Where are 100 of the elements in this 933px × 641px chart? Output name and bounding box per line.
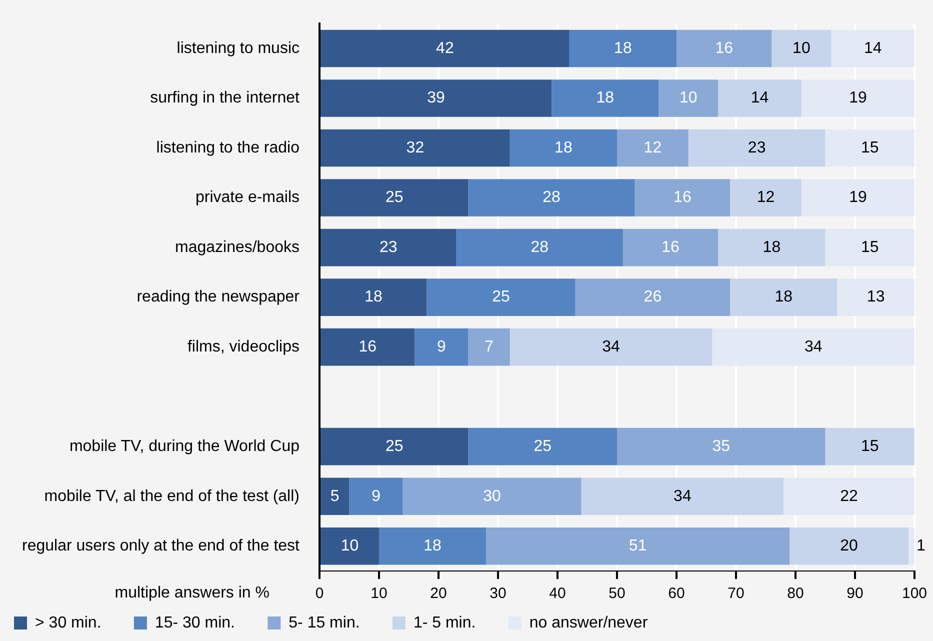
x-tick-label: 50 bbox=[608, 585, 626, 602]
data-label: 16 bbox=[674, 189, 692, 206]
data-label: 14 bbox=[750, 90, 769, 107]
bar bbox=[320, 179, 468, 216]
y-tick-label: mobile TV, al the end of the test (all) bbox=[44, 488, 300, 505]
bar bbox=[320, 30, 570, 68]
data-label: 30 bbox=[483, 488, 502, 505]
data-label: 12 bbox=[644, 139, 662, 156]
data-label: 9 bbox=[372, 488, 381, 505]
data-label: 18 bbox=[774, 288, 793, 306]
data-label: 34 bbox=[804, 338, 822, 356]
data-label: 25 bbox=[385, 189, 404, 206]
data-label: 14 bbox=[864, 40, 882, 57]
bar bbox=[486, 527, 790, 565]
y-tick-label: private e-mails bbox=[195, 189, 300, 206]
x-tick-label: 90 bbox=[846, 585, 864, 602]
data-label: 13 bbox=[866, 288, 885, 306]
bar bbox=[616, 428, 826, 466]
bar bbox=[790, 527, 909, 565]
x-tick-label: 70 bbox=[728, 585, 744, 602]
data-label: 35 bbox=[712, 438, 730, 455]
x-tick-label: 60 bbox=[668, 585, 685, 602]
data-label: 18 bbox=[596, 90, 614, 107]
bar bbox=[426, 278, 576, 316]
bar bbox=[837, 278, 914, 316]
data-label: 22 bbox=[840, 488, 858, 505]
data-label: 1 bbox=[916, 538, 926, 555]
bar bbox=[688, 129, 826, 167]
bar bbox=[349, 478, 403, 516]
bar bbox=[320, 129, 510, 167]
y-tick-label: films, videoclips bbox=[187, 338, 300, 356]
data-label: 23 bbox=[380, 238, 398, 256]
bar bbox=[801, 179, 914, 216]
y-tick-label: listening to the radio bbox=[156, 139, 300, 156]
bar bbox=[468, 179, 635, 216]
data-label: 7 bbox=[484, 338, 494, 356]
y-tick-label: reading the newspaper bbox=[136, 288, 300, 306]
bar bbox=[320, 328, 415, 366]
bar bbox=[676, 30, 772, 68]
x-tick-label: 80 bbox=[787, 585, 804, 602]
bar bbox=[575, 278, 730, 316]
data-label: 25 bbox=[534, 438, 552, 455]
data-label: 18 bbox=[762, 238, 781, 256]
data-label: 25 bbox=[385, 438, 404, 455]
data-label: 26 bbox=[644, 288, 662, 306]
data-label: 23 bbox=[748, 139, 766, 156]
x-tick-label: 100 bbox=[902, 585, 927, 602]
data-label: 32 bbox=[406, 139, 424, 156]
bar bbox=[825, 129, 914, 167]
bar bbox=[569, 30, 676, 68]
data-label: 25 bbox=[492, 288, 510, 306]
data-label: 19 bbox=[849, 90, 867, 107]
data-label: 19 bbox=[849, 189, 867, 206]
y-tick-label: mobile TV, during the World Cup bbox=[69, 438, 300, 455]
bar bbox=[730, 278, 838, 316]
bar bbox=[468, 328, 510, 366]
bar bbox=[718, 80, 802, 117]
bar bbox=[831, 30, 914, 68]
data-label: 39 bbox=[427, 90, 446, 107]
bar bbox=[320, 527, 379, 565]
bar bbox=[320, 80, 552, 117]
data-label: 15 bbox=[860, 438, 879, 455]
data-label: 15 bbox=[860, 139, 879, 156]
bar bbox=[320, 278, 427, 316]
data-label: 16 bbox=[358, 338, 377, 356]
bar bbox=[468, 428, 617, 466]
bar bbox=[622, 228, 718, 266]
data-label: 5 bbox=[330, 488, 340, 505]
legend-label: 5- 15 min. bbox=[288, 614, 386, 632]
x-tick-label: 0 bbox=[315, 585, 324, 602]
bar bbox=[402, 478, 582, 516]
bar bbox=[634, 179, 730, 216]
bar bbox=[510, 129, 617, 167]
data-label: 28 bbox=[542, 189, 561, 206]
data-label: 34 bbox=[602, 338, 620, 356]
data-label: 10 bbox=[679, 90, 698, 107]
data-label: 15 bbox=[860, 238, 879, 256]
bar bbox=[908, 527, 914, 565]
data-label: 10 bbox=[792, 40, 810, 57]
bar bbox=[801, 80, 914, 117]
y-tick-label: magazines/books bbox=[174, 238, 300, 256]
bar bbox=[784, 478, 914, 516]
bar bbox=[320, 428, 468, 466]
bar bbox=[456, 228, 623, 266]
bar bbox=[581, 478, 784, 516]
bar bbox=[772, 30, 832, 68]
legend-label: > 30 min. bbox=[35, 614, 128, 632]
data-label: 28 bbox=[530, 238, 549, 256]
bar bbox=[552, 80, 659, 117]
data-label: 12 bbox=[756, 189, 775, 206]
bar bbox=[658, 80, 718, 117]
data-label: 16 bbox=[662, 238, 680, 256]
data-label: 10 bbox=[340, 538, 359, 555]
legend-label: no answer/never bbox=[529, 614, 674, 632]
x-tick-label: 40 bbox=[549, 585, 566, 602]
bar bbox=[510, 328, 712, 366]
y-tick-label: surfing in the internet bbox=[150, 90, 300, 107]
x-tick-label: 30 bbox=[490, 585, 506, 602]
data-label: 34 bbox=[674, 488, 692, 505]
bar bbox=[616, 129, 688, 167]
